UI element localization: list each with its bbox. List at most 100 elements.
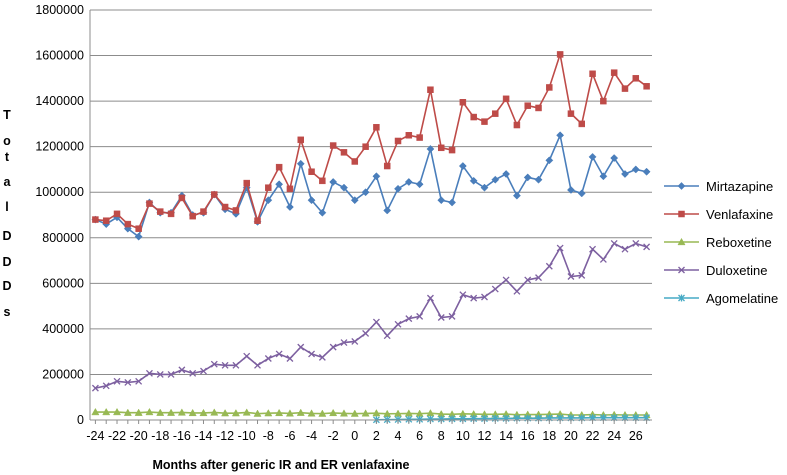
series-mirtazapine	[91, 131, 651, 241]
marker-stroke	[491, 285, 499, 293]
marker-stroke	[167, 370, 175, 378]
mirtazapine-point	[458, 162, 467, 170]
reboxetine-point	[210, 408, 219, 416]
venlafaxine-point	[200, 208, 207, 215]
y-tick-label: 0	[77, 413, 84, 427]
marker-stroke	[135, 377, 143, 385]
x-tick-label: 8	[438, 429, 445, 443]
venlafaxine-point	[481, 118, 488, 125]
venlafaxine-point	[146, 200, 153, 207]
marker-stroke	[297, 343, 305, 351]
duloxetine-point	[308, 350, 316, 358]
mirtazapine-point	[307, 196, 316, 205]
x-tick-labels: -24 -22 -20 -18 -16 -14 -12 -10 -8 -6 -4 -2 0 2 4 6 8 10 1…	[86, 429, 642, 443]
venlafaxine-point	[383, 162, 391, 170]
reboxetine-point	[199, 408, 208, 417]
venlafaxine-point	[243, 179, 250, 187]
marker-stroke	[459, 291, 467, 299]
series-reboxetine	[91, 407, 651, 419]
legend: Mirtazapine Venlafaxine Reboxetine Duloxeti…	[664, 179, 778, 306]
venlafaxine-point	[405, 132, 413, 139]
x-tick-label: 24	[607, 429, 621, 443]
duloxetine-point	[221, 361, 229, 369]
venlafaxine-point	[329, 142, 337, 149]
mirtazapine-point	[523, 173, 532, 182]
x-tick-label: 4	[395, 429, 402, 443]
duloxetine-point	[91, 384, 99, 392]
series-venlafaxine	[92, 51, 650, 232]
venlafaxine-point	[373, 124, 380, 131]
duloxetine-point	[102, 382, 110, 390]
duloxetine-point	[383, 332, 391, 340]
x-tick-label: -12	[216, 429, 234, 443]
duloxetine-point	[437, 314, 445, 321]
duloxetine-point	[351, 337, 359, 345]
duloxetine-point	[200, 367, 207, 375]
reboxetine-point	[134, 408, 143, 416]
mirtazapine-point	[556, 131, 565, 140]
reboxetine-point	[307, 409, 316, 417]
mirtazapine-point	[394, 184, 402, 193]
venlafaxine-point	[589, 70, 596, 78]
x-tick-label: 0	[351, 429, 358, 443]
duloxetine-point	[362, 329, 370, 337]
x-tick-label: -22	[108, 429, 126, 443]
legend-item-reboxetine: Reboxetine	[664, 235, 772, 250]
y-tick-label: 800000	[42, 231, 84, 245]
reboxetine-point	[123, 408, 132, 416]
mirtazapine-point	[545, 156, 554, 165]
x-tick-label: -20	[130, 429, 148, 443]
y-axis-label-char: T	[3, 108, 11, 122]
marker-stroke	[632, 240, 640, 247]
marker-stroke	[502, 276, 510, 284]
y-tick-label: 1000000	[35, 185, 84, 199]
y-axis-label-char: a	[4, 175, 12, 189]
marker-stroke	[308, 350, 316, 358]
marker-stroke	[221, 361, 229, 369]
axes	[89, 10, 652, 424]
duloxetine-point	[621, 245, 629, 253]
x-tick-label: -18	[151, 429, 169, 443]
mirtazapine-point	[437, 196, 446, 205]
x-tick-label: 18	[542, 429, 556, 443]
reboxetine-point	[296, 408, 305, 416]
mirtazapine-point	[275, 180, 284, 189]
duloxetine-line	[95, 242, 647, 389]
duloxetine-point	[578, 271, 586, 279]
y-axis-label-char: D	[2, 255, 11, 269]
duloxetine-point	[599, 255, 607, 263]
duloxetine-point	[232, 361, 240, 369]
marker-stroke	[275, 350, 283, 358]
x-tick-label: 2	[373, 429, 380, 443]
x-tick-label: -6	[284, 429, 295, 443]
venlafaxine-point	[632, 75, 640, 82]
reboxetine-point	[285, 409, 294, 417]
duloxetine-point	[535, 274, 542, 282]
reboxetine-point	[231, 409, 240, 417]
y-axis-label-char: s	[4, 305, 11, 319]
marker-stroke	[448, 312, 456, 320]
legend-item-agomelatine: Agomelatine	[664, 291, 778, 306]
duloxetine-point	[167, 370, 175, 378]
reboxetine-point	[167, 408, 176, 416]
mirtazapine-point	[610, 154, 619, 163]
mirtazapine-point	[512, 191, 521, 200]
marker-stroke	[416, 312, 424, 320]
mirtazapine-point	[448, 198, 457, 207]
marker-stroke	[394, 320, 402, 328]
x-tick-label: 10	[456, 429, 470, 443]
duloxetine-point	[470, 294, 478, 302]
x-tick-label: 22	[586, 429, 600, 443]
duloxetine-point	[113, 377, 121, 385]
mirtazapine-point	[502, 170, 511, 178]
marker-stroke	[329, 343, 337, 351]
mirtazapine-point	[404, 178, 413, 186]
legend-marker	[678, 266, 685, 274]
mirtazapine-point	[534, 175, 543, 184]
x-tick-label: 20	[564, 429, 578, 443]
legend-label: Duloxetine	[706, 263, 767, 278]
venlafaxine-point	[416, 134, 423, 141]
y-tick-label: 1400000	[35, 94, 84, 108]
venlafaxine-point	[211, 191, 218, 198]
duloxetine-point	[610, 240, 618, 247]
